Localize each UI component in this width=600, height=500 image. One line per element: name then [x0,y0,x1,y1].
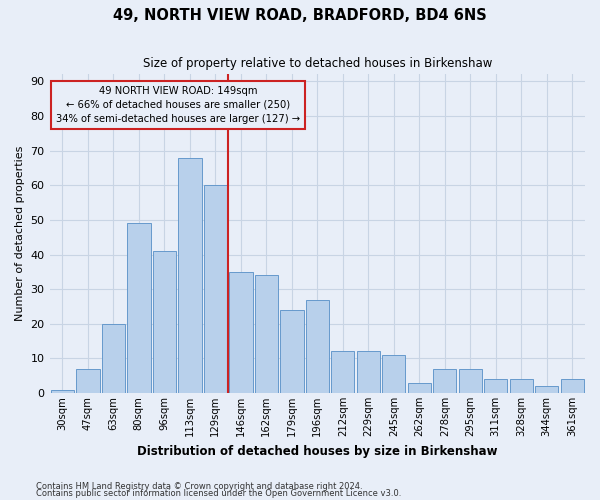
Bar [229,272,253,393]
Bar [305,300,329,393]
Bar [356,352,380,393]
Bar [101,324,125,393]
Bar [535,386,559,393]
Bar [76,369,100,393]
Bar [458,369,482,393]
Bar [280,310,304,393]
Bar [509,379,533,393]
Bar [178,158,202,393]
Text: Contains HM Land Registry data © Crown copyright and database right 2024.: Contains HM Land Registry data © Crown c… [36,482,362,491]
Bar [331,352,355,393]
Text: 49 NORTH VIEW ROAD: 149sqm
← 66% of detached houses are smaller (250)
34% of sem: 49 NORTH VIEW ROAD: 149sqm ← 66% of deta… [56,86,300,124]
Text: 49, NORTH VIEW ROAD, BRADFORD, BD4 6NS: 49, NORTH VIEW ROAD, BRADFORD, BD4 6NS [113,8,487,22]
Bar [203,186,227,393]
Y-axis label: Number of detached properties: Number of detached properties [15,146,25,322]
Bar [254,276,278,393]
X-axis label: Distribution of detached houses by size in Birkenshaw: Distribution of detached houses by size … [137,444,497,458]
Text: Contains public sector information licensed under the Open Government Licence v3: Contains public sector information licen… [36,490,401,498]
Bar [50,390,74,393]
Bar [152,251,176,393]
Bar [382,355,406,393]
Bar [127,224,151,393]
Bar [484,379,508,393]
Bar [433,369,457,393]
Bar [560,379,584,393]
Title: Size of property relative to detached houses in Birkenshaw: Size of property relative to detached ho… [143,58,492,70]
Bar [407,382,431,393]
